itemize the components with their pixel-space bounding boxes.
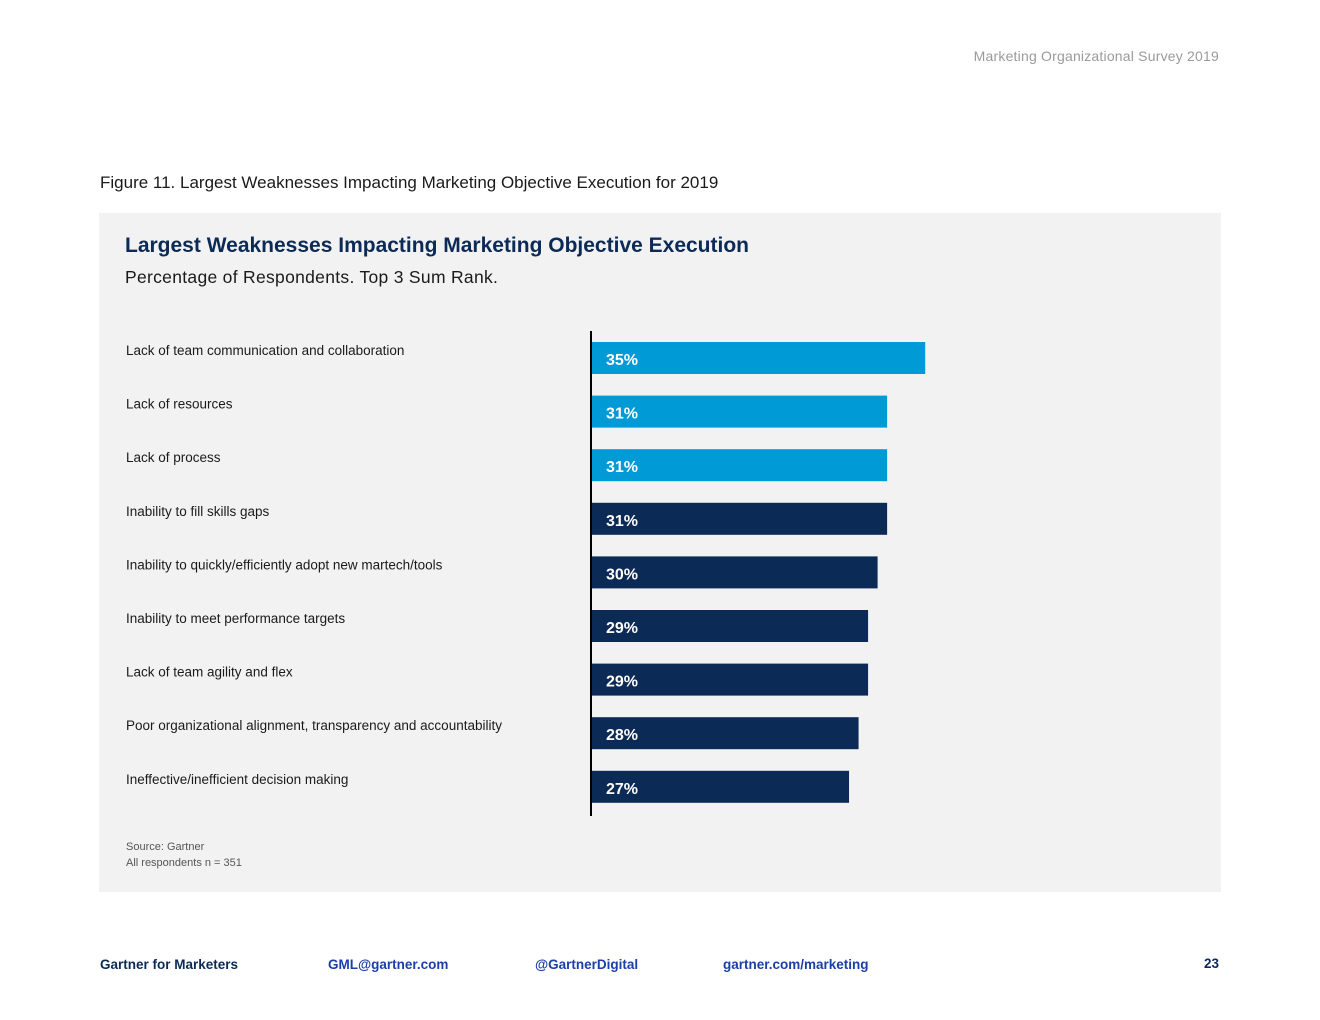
- sample-size-line: All respondents n = 351: [126, 857, 242, 869]
- bar-value-label: 29%: [606, 674, 638, 691]
- bar-value-label: 28%: [606, 727, 638, 744]
- category-label: Lack of team communication and collabora…: [126, 343, 404, 358]
- bar: [592, 610, 869, 642]
- bar: [592, 449, 888, 482]
- bar: [592, 502, 888, 535]
- bar: [592, 395, 888, 428]
- bar-value-label: 31%: [606, 513, 638, 530]
- source-note: Source: Gartner All respondents n = 351: [126, 839, 242, 871]
- chart-title: Largest Weaknesses Impacting Marketing O…: [125, 234, 749, 257]
- category-label: Inability to fill skills gaps: [126, 504, 270, 519]
- bar: [592, 717, 859, 750]
- footer-email-link[interactable]: GML@gartner.com: [328, 957, 449, 972]
- survey-title: Marketing Organizational Survey 2019: [973, 48, 1219, 64]
- bar: [592, 556, 878, 589]
- bar: [592, 770, 850, 803]
- category-label: Lack of team agility and flex: [126, 665, 293, 680]
- bar-value-label: 31%: [606, 406, 638, 423]
- bar-value-label: 35%: [606, 352, 638, 369]
- bar-value-label: 31%: [606, 459, 638, 476]
- chart-subtitle: Percentage of Respondents. Top 3 Sum Ran…: [125, 267, 499, 287]
- category-label: Lack of process: [126, 450, 221, 465]
- bar-value-label: 27%: [606, 781, 638, 798]
- category-label: Ineffective/inefficient decision making: [126, 772, 348, 787]
- footer-twitter-link[interactable]: @GartnerDigital: [535, 957, 639, 972]
- page-number: 23: [1203, 956, 1219, 971]
- bar: [592, 342, 926, 374]
- footer-website-link[interactable]: gartner.com/marketing: [723, 957, 869, 972]
- bar: [592, 663, 869, 696]
- category-label: Poor organizational alignment, transpare…: [126, 718, 502, 733]
- category-label: Inability to quickly/efficiently adopt n…: [126, 557, 443, 572]
- bar-value-label: 30%: [606, 566, 638, 583]
- figure-caption: Figure 11. Largest Weaknesses Impacting …: [100, 173, 719, 192]
- category-label: Inability to meet performance targets: [126, 611, 345, 626]
- footer-brand: Gartner for Marketers: [100, 957, 239, 972]
- category-label: Lack of resources: [126, 397, 233, 412]
- bar-value-label: 29%: [606, 620, 638, 637]
- source-line: Source: Gartner: [126, 841, 205, 853]
